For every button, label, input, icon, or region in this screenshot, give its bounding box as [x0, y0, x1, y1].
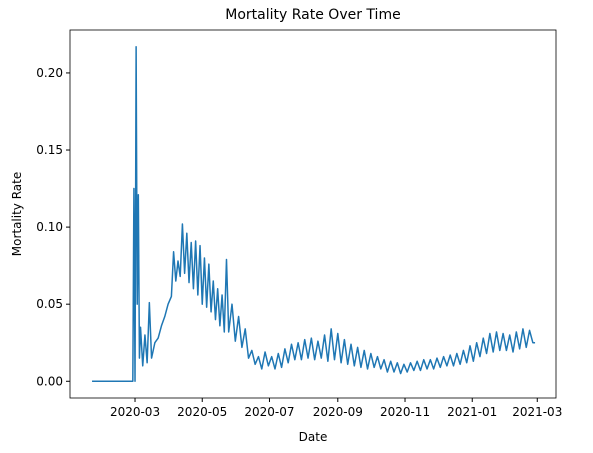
x-tick-label: 2020-03	[110, 405, 160, 419]
x-tick-label: 2021-01	[447, 405, 497, 419]
x-tick-label: 2020-07	[244, 405, 294, 419]
data-line	[92, 45, 536, 383]
x-tick-label: 2020-11	[380, 405, 430, 419]
chart-title: Mortality Rate Over Time	[225, 7, 400, 23]
y-tick-label: 0.10	[36, 220, 63, 234]
y-tick-label: 0.05	[36, 297, 63, 311]
y-axis-label: Mortality Rate	[10, 172, 24, 257]
x-tick-label: 2020-05	[177, 405, 227, 419]
y-tick-label: 0.15	[36, 143, 63, 157]
x-tick-label: 2020-09	[313, 405, 363, 419]
y-tick-label: 0.20	[36, 66, 63, 80]
axes-frame	[69, 29, 557, 399]
y-tick-label: 0.00	[36, 374, 63, 388]
x-tick-label: 2021-03	[512, 405, 562, 419]
x-axis-label: Date	[299, 430, 328, 444]
